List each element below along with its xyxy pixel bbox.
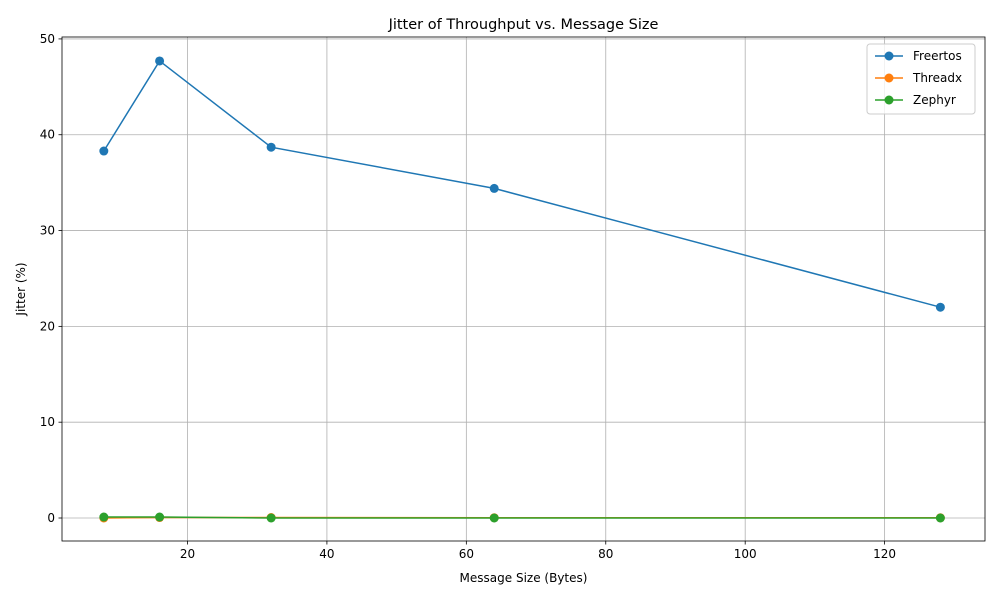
legend-label-freertos: Freertos	[913, 49, 962, 63]
legend-label-zephyr: Zephyr	[913, 93, 956, 107]
plot-area	[62, 37, 985, 541]
x-tick-label: 120	[873, 547, 896, 561]
plot-frame	[61, 36, 986, 542]
x-axis-ticks: 20 40 60 80 100 120	[180, 541, 896, 561]
y-tick-label: 40	[40, 128, 55, 142]
series-layer	[99, 56, 945, 523]
series-freertos	[99, 56, 945, 312]
y-axis-label: Jitter (%)	[14, 262, 28, 316]
series-zephyr	[99, 512, 945, 523]
x-axis-label: Message Size (Bytes)	[460, 571, 588, 585]
x-tick-label: 100	[734, 547, 757, 561]
data-point-zephyr	[489, 513, 499, 523]
y-axis-ticks: 0 10 20 30 40 50	[40, 32, 62, 525]
x-tick-label: 60	[459, 547, 474, 561]
data-point-zephyr	[935, 513, 945, 523]
y-tick-label: 20	[40, 319, 55, 333]
data-point-zephyr	[155, 512, 165, 522]
x-tick-label: 20	[180, 547, 195, 561]
legend-marker-freertos	[884, 51, 894, 61]
data-point-freertos	[935, 302, 945, 312]
legend-box	[866, 43, 976, 115]
data-point-zephyr	[266, 513, 276, 523]
y-tick-label: 0	[47, 511, 55, 525]
legend-label-threadx: Threadx	[912, 71, 962, 85]
x-tick-label: 40	[319, 547, 334, 561]
legend-marker-threadx	[884, 73, 894, 83]
y-tick-label: 10	[40, 415, 55, 429]
data-point-zephyr	[99, 512, 109, 522]
legend: Freertos Threadx Zephyr	[866, 43, 976, 115]
y-tick-label: 30	[40, 224, 55, 238]
data-point-freertos	[155, 56, 165, 66]
data-point-freertos	[266, 142, 276, 152]
y-tick-label: 50	[40, 32, 55, 46]
data-point-freertos	[489, 183, 499, 193]
x-tick-label: 80	[598, 547, 613, 561]
legend-marker-zephyr	[884, 95, 894, 105]
data-point-freertos	[99, 146, 109, 156]
chart-title: Jitter of Throughput vs. Message Size	[388, 17, 659, 33]
